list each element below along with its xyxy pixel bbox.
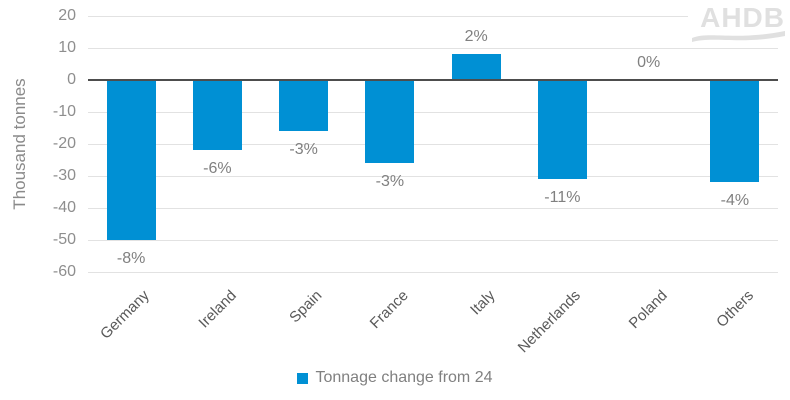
data-label-italy: 2% xyxy=(464,28,488,46)
legend: Tonnage change from 24 xyxy=(0,369,790,387)
data-label-france: -3% xyxy=(375,173,405,191)
gridline--10 xyxy=(88,111,778,113)
data-label-spain: -3% xyxy=(289,141,318,159)
data-label-netherlands: -11% xyxy=(544,189,581,207)
gridline--40 xyxy=(88,207,778,209)
data-label-ireland: -6% xyxy=(203,160,232,178)
y-tick-label--10: -10 xyxy=(52,103,76,120)
x-axis-label-italy: Italy xyxy=(466,287,499,319)
legend-swatch xyxy=(297,372,309,384)
x-axis-label-poland: Poland xyxy=(625,287,671,333)
x-axis-label-spain: Spain xyxy=(286,287,326,327)
bar-netherlands xyxy=(537,80,587,180)
y-tick-label--60: -60 xyxy=(52,263,76,280)
legend-label: Tonnage change from 24 xyxy=(315,369,493,386)
x-axis-zero-line xyxy=(88,79,778,81)
gridline--20 xyxy=(88,143,778,145)
y-tick-label-10: 10 xyxy=(58,39,76,56)
y-tick-label--40: -40 xyxy=(52,199,76,216)
ahdb-swoosh-icon xyxy=(692,31,785,42)
data-label-others: -4% xyxy=(720,192,750,210)
gridline--50 xyxy=(88,239,778,241)
gridline--60 xyxy=(88,271,778,273)
y-tick-label-20: 20 xyxy=(58,7,76,24)
ahdb-logo-text: AHDB xyxy=(700,2,785,33)
gridline-10 xyxy=(88,47,778,49)
bar-others xyxy=(710,80,760,183)
ahdb-logo: AHDB xyxy=(688,0,790,46)
data-label-germany: -8% xyxy=(116,250,146,267)
x-axis-label-others: Others xyxy=(713,287,757,331)
x-axis-label-germany: Germany xyxy=(97,287,154,343)
bar-ireland xyxy=(192,80,242,151)
x-axis-label-france: France xyxy=(366,287,412,333)
bar-germany xyxy=(106,80,156,240)
gridline-20 xyxy=(88,15,778,17)
y-tick-label--20: -20 xyxy=(52,135,76,152)
x-axis-label-netherlands: Netherlands xyxy=(515,287,585,357)
y-tick-label--50: -50 xyxy=(52,231,76,248)
bar-italy xyxy=(451,54,501,80)
bar-france xyxy=(365,80,415,164)
x-axis-label-ireland: Ireland xyxy=(194,287,240,332)
data-label-poland: 0% xyxy=(637,54,661,71)
bar-spain xyxy=(279,80,329,132)
gridline--30 xyxy=(88,175,778,177)
y-tick-label--30: -30 xyxy=(52,167,76,184)
y-tick-label-0: 0 xyxy=(67,71,76,88)
